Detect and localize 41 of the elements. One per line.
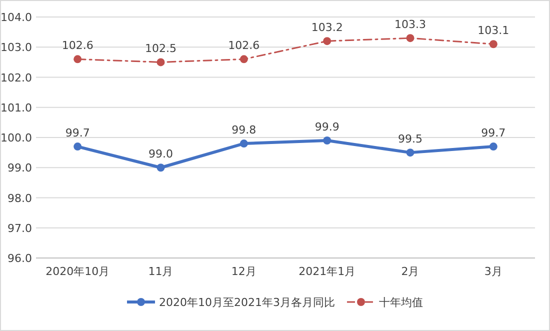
- data-label: 103.2: [311, 21, 343, 34]
- x-tick-label: 12月: [231, 265, 256, 278]
- data-label: 102.6: [228, 39, 260, 52]
- y-tick-label: 99.0: [8, 162, 32, 175]
- legend-label: 2020年10月至2021年3月各月同比: [159, 296, 335, 309]
- x-tick-label: 11月: [148, 265, 174, 278]
- x-tick-label: 2021年1月: [298, 265, 356, 278]
- x-tick-label: 2020年10月: [46, 265, 110, 278]
- point: [406, 34, 414, 42]
- data-label: 102.5: [145, 42, 176, 56]
- y-tick-label: 97.0: [8, 222, 32, 235]
- point: [240, 55, 248, 64]
- data-label: 99.9: [314, 120, 340, 134]
- y-tick-label: 100.0: [0, 132, 32, 144]
- point: [406, 148, 414, 157]
- y-tick-label: 103.0: [0, 41, 32, 54]
- data-label: 99.7: [65, 126, 90, 140]
- data-label: 103.3: [394, 18, 426, 32]
- y-tick-label: 96.0: [8, 252, 32, 265]
- data-label: 103.1: [478, 24, 510, 38]
- point: [74, 142, 82, 151]
- y-tick-label: 104.0: [0, 11, 32, 24]
- x-tick-label: 2月: [401, 265, 420, 278]
- point: [323, 37, 332, 46]
- point: [156, 164, 165, 172]
- x-tick-label: 3月: [484, 265, 502, 278]
- point: [74, 55, 82, 64]
- data-label: 99.5: [398, 132, 422, 146]
- y-tick-label: 102.0: [0, 71, 32, 84]
- data-label: 99.7: [481, 126, 506, 140]
- legend-label: 十年均值: [378, 296, 423, 309]
- y-tick-label: 101.0: [0, 101, 32, 114]
- point: [240, 140, 248, 148]
- y-tick-label: 98.0: [8, 192, 32, 205]
- point: [489, 142, 498, 151]
- data-label: 102.6: [62, 39, 94, 52]
- data-label: 99.8: [232, 124, 256, 137]
- point: [489, 40, 498, 48]
- data-label: 99.0: [148, 148, 173, 161]
- point: [323, 136, 332, 145]
- point: [156, 58, 165, 66]
